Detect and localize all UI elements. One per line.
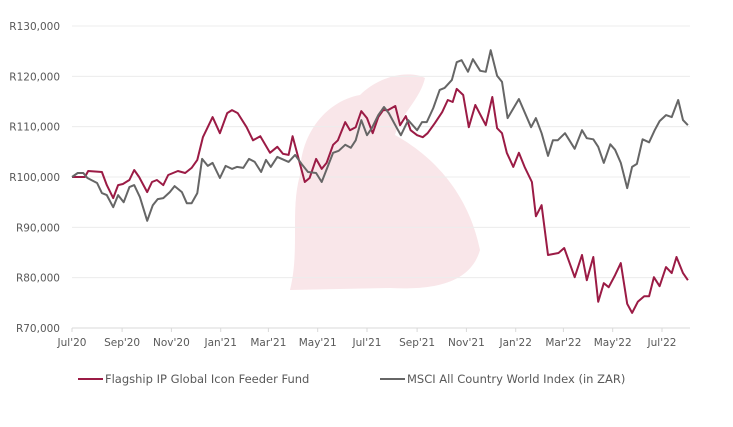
x-tick-label: Jul'21 [352, 337, 382, 349]
legend-swatch-fund [78, 378, 103, 380]
y-tick-label: R100,000 [9, 172, 60, 184]
line-chart: R130,000 R120,000 R110,000 R100,000 R90,000 R… [9, 21, 690, 349]
x-tick-label: Nov'21 [448, 337, 485, 349]
y-tick-label: R80,000 [16, 273, 60, 285]
y-tick-label: R110,000 [9, 122, 60, 134]
legend-label-index: MSCI All Country World Index (in ZAR) [407, 372, 626, 386]
series-line-fund [72, 87, 689, 314]
legend-item-fund: Flagship IP Global Icon Feeder Fund [78, 372, 309, 386]
series-line-index [71, 49, 689, 222]
legend-label-fund: Flagship IP Global Icon Feeder Fund [105, 372, 310, 386]
x-tick-label: Sep'21 [399, 337, 435, 349]
y-tick-label: R130,000 [9, 21, 60, 33]
x-tick-label: Sep'20 [104, 337, 140, 349]
y-tick-label: R70,000 [16, 323, 60, 335]
legend-swatch-index [380, 378, 405, 380]
x-tick-label: Jul'20 [57, 337, 87, 349]
x-tick-label: Jul'22 [647, 337, 677, 349]
x-tick-label: Jan'22 [498, 337, 531, 349]
y-tick-label: R120,000 [9, 71, 60, 83]
watermark-logo [290, 74, 480, 290]
x-tick-label: Nov'20 [153, 337, 190, 349]
legend-item-index: MSCI All Country World Index (in ZAR) [380, 372, 625, 386]
x-tick-label: Mar'21 [250, 337, 286, 349]
x-tick-label: May'22 [594, 337, 632, 349]
y-tick-label: R90,000 [16, 222, 60, 234]
x-tick-label: Jan'21 [203, 337, 236, 349]
x-tick-label: May'21 [299, 337, 337, 349]
x-tick-label: Mar'22 [545, 337, 581, 349]
